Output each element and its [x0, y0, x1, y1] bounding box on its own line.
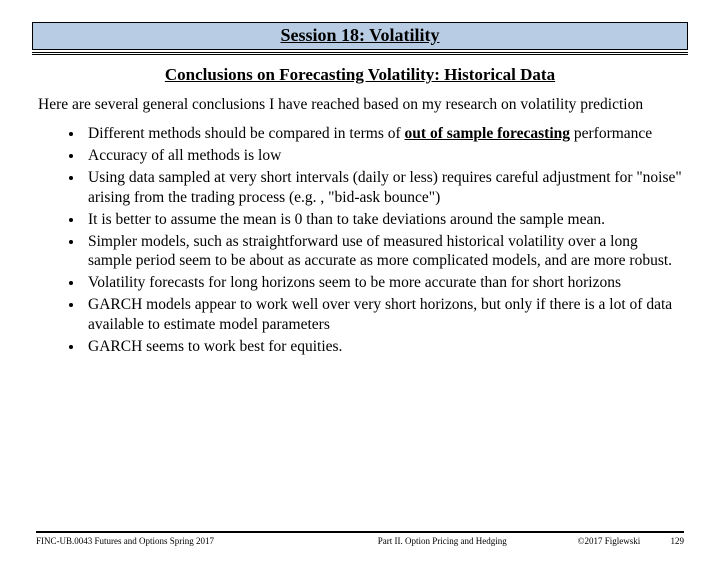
- conclusions-list: Different methods should be compared in …: [38, 124, 682, 356]
- list-item: It is better to assume the mean is 0 tha…: [84, 210, 682, 230]
- list-item: Accuracy of all methods is low: [84, 146, 682, 166]
- list-item: GARCH seems to work best for equities.: [84, 337, 682, 357]
- footer-center: Part II. Option Pricing and Hedging: [307, 536, 578, 546]
- intro-paragraph: Here are several general conclusions I h…: [38, 95, 682, 114]
- footer-left: FINC-UB.0043 Futures and Options Spring …: [36, 536, 307, 546]
- list-item: Using data sampled at very short interva…: [84, 168, 682, 208]
- bullet-text: Different methods should be compared in …: [88, 125, 405, 142]
- page-number: 129: [671, 536, 685, 546]
- slide-subtitle: Conclusions on Forecasting Volatility: H…: [32, 65, 688, 85]
- list-item: Simpler models, such as straightforward …: [84, 232, 682, 272]
- title-banner: Session 18: Volatility: [32, 22, 688, 50]
- session-title: Session 18: Volatility: [280, 25, 439, 45]
- subtitle-text: Conclusions on Forecasting Volatility: H…: [165, 65, 555, 84]
- footer-copyright: ©2017 Figlewski: [578, 536, 641, 546]
- bullet-text: performance: [570, 125, 652, 142]
- title-underline: [32, 52, 688, 55]
- list-item: GARCH models appear to work well over ve…: [84, 295, 682, 335]
- footer-right: ©2017 Figlewski 129: [578, 536, 684, 546]
- slide: Session 18: Volatility Conclusions on Fo…: [0, 22, 720, 562]
- footer: FINC-UB.0043 Futures and Options Spring …: [36, 531, 684, 546]
- bullet-emph: out of sample forecasting: [405, 125, 570, 142]
- list-item: Volatility forecasts for long horizons s…: [84, 273, 682, 293]
- list-item: Different methods should be compared in …: [84, 124, 682, 144]
